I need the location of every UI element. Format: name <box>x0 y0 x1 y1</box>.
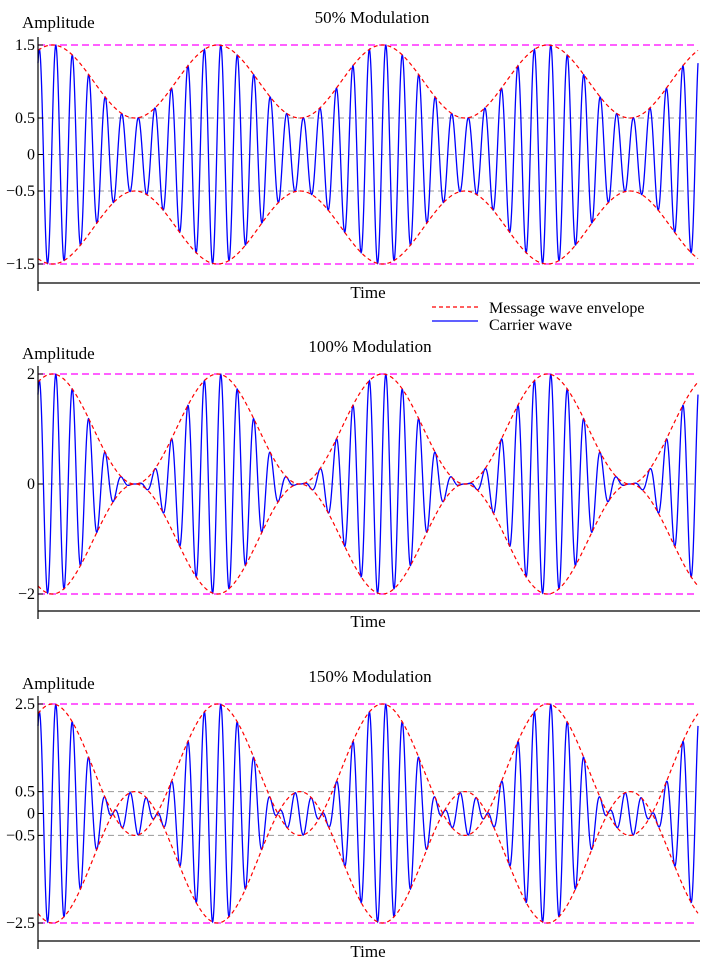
y-tick-label: −2.5 <box>6 915 35 932</box>
y-axis-label: Amplitude <box>22 13 95 32</box>
y-tick-label: −1.5 <box>6 256 35 273</box>
carrier-wave-line <box>37 703 699 924</box>
chart-50-percent: 1.5 0.5 0 −0.5 −1.5 50% Modulation Amplitude… <box>6 8 700 302</box>
chart-100-percent: 2 0 −2 100% Modulation Amplitude Time <box>18 337 700 631</box>
envelope-upper-line <box>37 44 699 119</box>
y-tick-label: 0.5 <box>15 784 35 801</box>
y-tick-label: −0.5 <box>6 827 35 844</box>
legend: Message wave envelope Carrier wave <box>432 300 645 334</box>
y-tick-label: 0 <box>27 147 35 164</box>
y-tick-label: −0.5 <box>6 183 35 200</box>
x-axis-label: Time <box>350 612 385 631</box>
y-tick-label: 0 <box>27 476 35 493</box>
chart-title: 50% Modulation <box>315 8 430 27</box>
chart-150-percent: 2.5 0.5 0 −0.5 −2.5 150% Modulation Amplitud… <box>6 667 700 961</box>
y-tick-label: 2 <box>27 366 35 383</box>
chart-title: 150% Modulation <box>308 667 432 686</box>
envelope-lower-line <box>37 483 699 595</box>
y-tick-label: 1.5 <box>15 37 35 54</box>
envelope-lower-line <box>37 190 699 265</box>
carrier-wave-line <box>37 44 699 265</box>
x-axis-label: Time <box>350 942 385 961</box>
y-axis-label: Amplitude <box>22 344 95 363</box>
envelope-upper-line <box>37 373 699 485</box>
legend-label-envelope: Message wave envelope <box>489 300 645 317</box>
y-axis-label: Amplitude <box>22 674 95 693</box>
chart-title: 100% Modulation <box>308 337 432 356</box>
carrier-wave-line <box>37 373 699 595</box>
envelope-upper-line <box>37 703 699 836</box>
y-tick-label: 2.5 <box>15 696 35 713</box>
y-tick-label: −2 <box>18 586 35 603</box>
envelope-lower-line <box>37 791 699 924</box>
x-axis-label: Time <box>350 283 385 302</box>
legend-label-carrier: Carrier wave <box>489 317 572 334</box>
y-tick-label: 0 <box>27 806 35 823</box>
y-tick-label: 0.5 <box>15 110 35 127</box>
